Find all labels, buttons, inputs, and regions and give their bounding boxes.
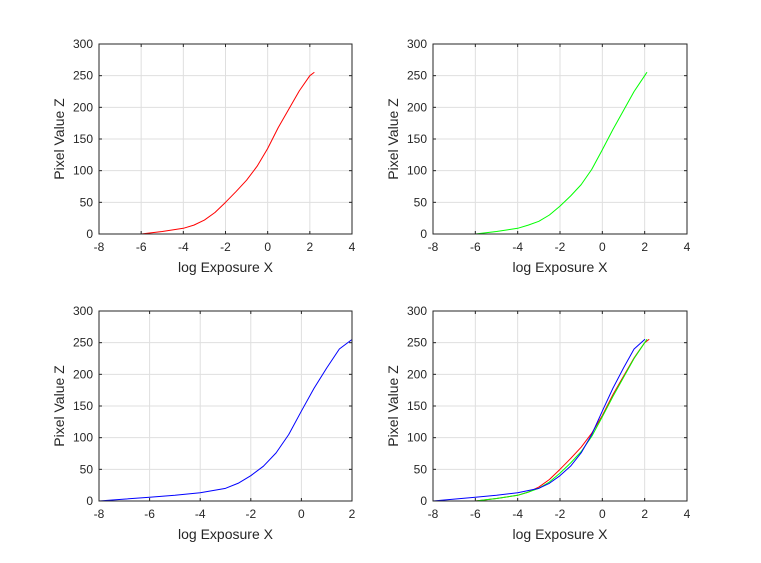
- series-line: [474, 72, 648, 235]
- y-tick-label: 50: [80, 195, 94, 209]
- y-tick-label: 250: [407, 69, 427, 83]
- y-tick-label: 100: [407, 431, 427, 445]
- y-tick-label: 250: [407, 336, 427, 350]
- y-tick-label: 300: [407, 304, 427, 318]
- x-tick-label: -6: [136, 240, 147, 254]
- y-axis-label: Pixel Value Z: [385, 98, 401, 180]
- x-tick-label: 2: [349, 507, 356, 521]
- x-axis-label: log Exposure X: [513, 259, 609, 275]
- x-tick-label: 4: [684, 240, 691, 254]
- y-tick-label: 0: [420, 227, 427, 241]
- x-tick-label: -4: [512, 507, 523, 521]
- y-tick-label: 250: [73, 336, 93, 350]
- y-tick-label: 50: [80, 462, 94, 476]
- subplot-3: -8 -6 -4 -2 0 2 0 50 100 150 200 250 300 log Exposure…: [51, 304, 356, 542]
- x-tick-label: -8: [94, 240, 105, 254]
- y-tick-label: 150: [73, 132, 93, 146]
- y-tick-label: 100: [73, 164, 93, 178]
- x-tick-label: -2: [245, 507, 256, 521]
- y-tick-label: 50: [414, 462, 428, 476]
- y-tick-label: 150: [407, 132, 427, 146]
- y-axis-label: Pixel Value Z: [51, 365, 67, 447]
- x-tick-label: 0: [298, 507, 305, 521]
- y-axis-label: Pixel Value Z: [51, 98, 67, 180]
- y-tick-label: 200: [73, 100, 93, 114]
- x-tick-label: 4: [349, 240, 356, 254]
- x-tick-label: -2: [555, 507, 566, 521]
- series-line: [98, 339, 353, 502]
- x-tick-label: -8: [428, 507, 439, 521]
- x-tick-label: 0: [599, 507, 606, 521]
- x-tick-label: -6: [470, 507, 481, 521]
- y-tick-label: 0: [86, 227, 93, 241]
- x-tick-label: 0: [264, 240, 271, 254]
- x-axis-label: log Exposure X: [513, 526, 609, 542]
- subplot-1: -8 -6 -4 -2 0 2 4 0 50 100 150 200 250 300 log Exposur…: [51, 37, 356, 275]
- y-tick-label: 0: [86, 494, 93, 508]
- y-tick-label: 0: [420, 494, 427, 508]
- y-tick-label: 200: [407, 100, 427, 114]
- series-line: [474, 339, 648, 502]
- y-tick-label: 50: [414, 195, 428, 209]
- x-tick-label: 4: [684, 507, 691, 521]
- x-tick-label: -6: [144, 507, 155, 521]
- y-tick-label: 200: [73, 367, 93, 381]
- x-axis-label: log Exposure X: [178, 259, 274, 275]
- y-tick-label: 300: [407, 37, 427, 51]
- x-tick-label: -4: [512, 240, 523, 254]
- y-tick-label: 250: [73, 69, 93, 83]
- x-tick-label: 2: [641, 240, 648, 254]
- x-tick-label: 0: [599, 240, 606, 254]
- subplot-2: -8 -6 -4 -2 0 2 4 0 50 100 150 200 250 300 log Exposur…: [385, 37, 691, 275]
- y-tick-label: 100: [407, 164, 427, 178]
- y-tick-label: 150: [407, 399, 427, 413]
- x-tick-label: -2: [555, 240, 566, 254]
- x-tick-label: -4: [195, 507, 206, 521]
- y-tick-label: 150: [73, 399, 93, 413]
- x-axis-label: log Exposure X: [178, 526, 274, 542]
- x-tick-label: -8: [428, 240, 439, 254]
- y-axis-label: Pixel Value Z: [385, 365, 401, 447]
- x-tick-label: -8: [94, 507, 105, 521]
- x-tick-label: -6: [470, 240, 481, 254]
- y-tick-label: 200: [407, 367, 427, 381]
- subplot-4: -8 -6 -4 -2 0 2 4 0 50 100 150 200 250 300 log Exposur…: [385, 304, 691, 542]
- series-line: [432, 339, 646, 502]
- y-tick-label: 300: [73, 37, 93, 51]
- x-tick-label: -2: [220, 240, 231, 254]
- y-tick-label: 100: [73, 431, 93, 445]
- x-tick-label: 2: [306, 240, 313, 254]
- y-tick-label: 300: [73, 304, 93, 318]
- x-tick-label: -4: [178, 240, 189, 254]
- x-tick-label: 2: [641, 507, 648, 521]
- series-line: [140, 72, 315, 235]
